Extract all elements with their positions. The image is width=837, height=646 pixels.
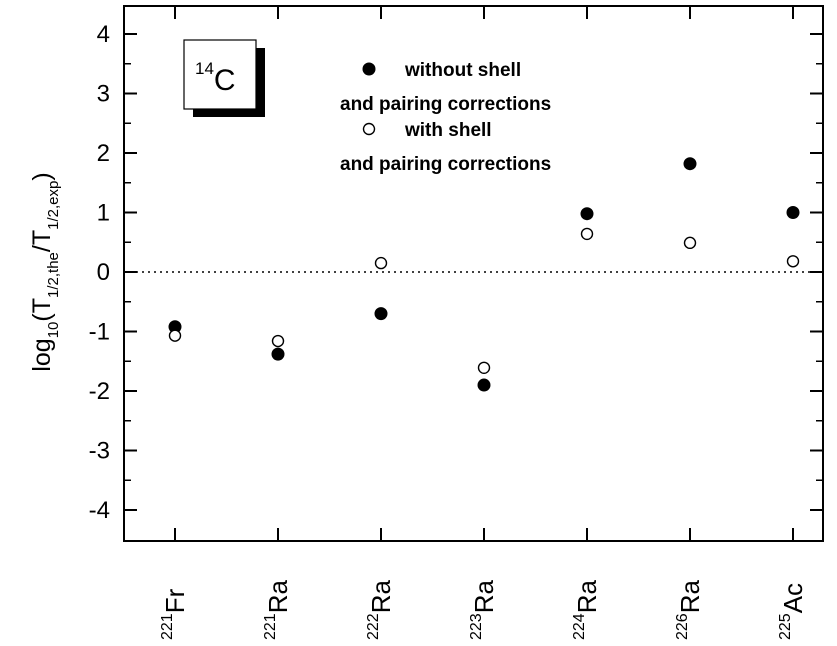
y-axis-label-mid2: /T xyxy=(28,230,56,252)
x-category-label: 223Ra xyxy=(468,580,499,640)
y-axis-label-suffix: ) xyxy=(28,172,56,180)
legend-marker-filled xyxy=(362,62,376,76)
x-category-symbol: Ra xyxy=(366,580,396,614)
legend-series1-line2: and pairing corrections xyxy=(340,94,551,115)
x-category-mass: 225 xyxy=(777,613,794,640)
data-point-with-corrections xyxy=(271,334,285,348)
legend-series2-line2: and pairing corrections xyxy=(340,154,551,175)
y-tick-label: -4 xyxy=(89,497,110,524)
y-axis-label-sub1: 10 xyxy=(45,322,62,339)
y-axis-label-sub3: 1/2,exp xyxy=(45,181,62,230)
data-point-with-corrections xyxy=(168,329,182,342)
legend-series2-line1: with shell xyxy=(404,120,492,141)
x-category-label: 224Ra xyxy=(571,580,602,640)
x-category-label: 222Ra xyxy=(365,580,396,640)
y-axis-label-mid1: (T xyxy=(28,298,56,322)
data-point-with-corrections xyxy=(683,236,697,250)
nucleus-label-symbol: C xyxy=(214,64,236,97)
x-category-symbol: Fr xyxy=(160,588,190,613)
data-point-with-corrections xyxy=(580,227,594,241)
data-point-without-corrections xyxy=(477,378,491,392)
x-category-mass: 226 xyxy=(674,613,691,640)
x-category-mass: 223 xyxy=(468,613,485,640)
y-tick-label: 1 xyxy=(97,200,110,227)
x-category-symbol: Ra xyxy=(572,580,602,614)
data-point-without-corrections xyxy=(374,307,388,321)
y-tick-label: 3 xyxy=(97,81,110,108)
x-category-label: 226Ra xyxy=(674,580,705,640)
x-category-label: 221Fr xyxy=(159,588,190,640)
data-point-with-corrections xyxy=(786,255,800,268)
tick-layer: -4 -3 -2 -1 0 1 2 3 4 xyxy=(89,6,823,541)
y-tick-label: -3 xyxy=(89,438,110,465)
legend: without shell and pairing corrections wi… xyxy=(340,60,551,175)
plot-frame xyxy=(123,5,824,542)
x-category-label: 225Ac xyxy=(777,583,808,640)
x-category-mass: 224 xyxy=(571,613,588,640)
x-category-mass: 221 xyxy=(159,613,176,640)
nucleus-label-box-face xyxy=(183,39,257,110)
x-category-symbol: Ra xyxy=(675,580,705,614)
data-point-without-corrections xyxy=(271,347,285,361)
x-category-label: 221Ra xyxy=(262,580,293,640)
x-category-symbol: Ra xyxy=(469,580,499,614)
y-tick-label: 0 xyxy=(97,259,110,286)
data-point-layer xyxy=(168,157,800,392)
x-category-symbol: Ac xyxy=(778,583,808,613)
nucleus-label-box: 14C xyxy=(183,39,265,117)
data-point-without-corrections xyxy=(580,207,594,221)
y-tick-label: -2 xyxy=(89,378,110,405)
data-point-without-corrections xyxy=(786,206,800,219)
data-point-without-corrections xyxy=(683,157,697,171)
x-category-mass: 221 xyxy=(262,613,279,640)
y-tick-label: 2 xyxy=(97,140,110,167)
nucleus-label-mass: 14 xyxy=(195,59,214,78)
y-tick-label: -1 xyxy=(89,319,110,346)
y-tick-label: 4 xyxy=(97,21,110,48)
legend-marker-open xyxy=(362,122,376,136)
data-point-with-corrections xyxy=(477,361,491,374)
nucleus-label: 14C xyxy=(195,59,236,97)
x-category-symbol: Ra xyxy=(263,580,293,614)
data-point-with-corrections xyxy=(374,256,388,270)
y-axis-label: log10(T1/2,the/T1/2,exp) xyxy=(28,172,62,371)
y-axis-label-prefix: log xyxy=(28,338,56,371)
legend-series1-line1: without shell xyxy=(404,60,521,81)
x-category-mass: 222 xyxy=(365,613,382,640)
y-axis-label-sub2: 1/2,the xyxy=(45,252,62,298)
